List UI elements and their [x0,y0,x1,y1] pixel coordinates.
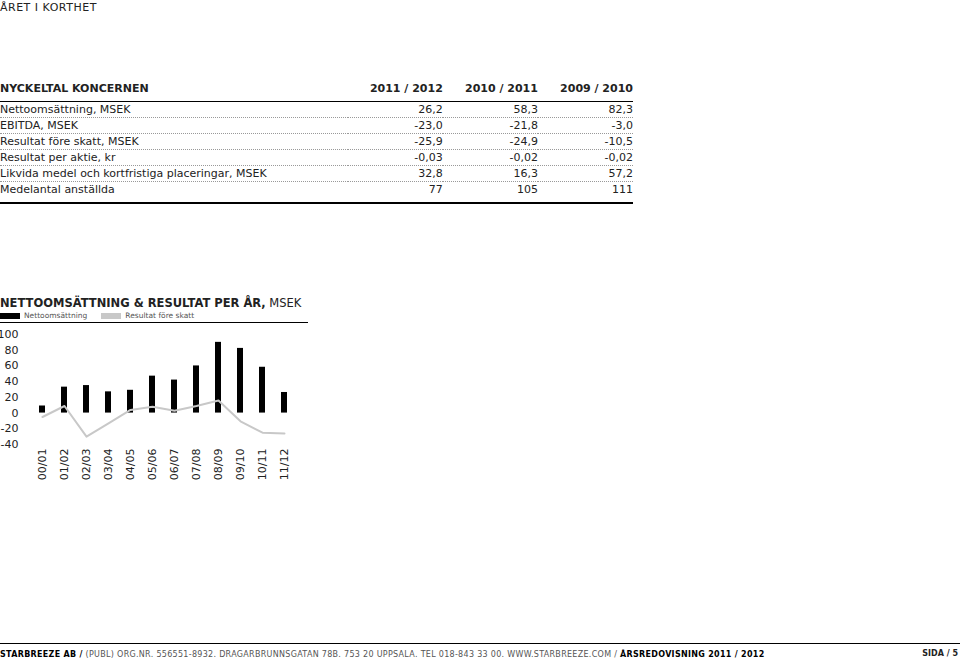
html-text:111: 111 [612,183,633,196]
html-text:-23,0: -23,0 [414,119,443,132]
html-text:26,2: 26,2 [418,103,443,116]
svg-text:09/10: 09/10 [234,449,247,481]
html-text:16,3: 16,3 [513,167,538,180]
svg-text:-20: -20 [1,422,19,435]
html-text:-24,9: -24,9 [509,135,538,148]
html-text:57,2: 57,2 [608,167,633,180]
svg-text:80: 80 [5,344,19,357]
html-text:Nettoomsättning: Nettoomsättning [24,311,88,320]
html-text:Resultat per aktie, kr: Resultat per aktie, kr [0,151,116,164]
svg-text:05/06: 05/06 [146,449,159,481]
html-text:Medelantal anställda: Medelantal anställda [0,183,115,196]
html-text:NETTOOMSÄTTNING & RESULTAT PER: NETTOOMSÄTTNING & RESULTAT PER ÅR, MSEK [0,296,302,310]
html-text:-21,8: -21,8 [509,119,538,132]
html-text:Resultat före skatt, MSEK: Resultat före skatt, MSEK [0,135,139,148]
svg-text:03/04: 03/04 [102,449,115,481]
html-text:SIDA / 5: SIDA / 5 [922,649,958,658]
html-text:58,3: 58,3 [513,103,538,116]
svg-text:100: 100 [0,328,19,341]
html-text:-10,5: -10,5 [604,135,633,148]
svg-text:00/01: 00/01 [36,449,49,481]
html-text:EBITDA, MSEK: EBITDA, MSEK [0,119,78,132]
svg-text:01/02: 01/02 [58,449,71,481]
html-text:2009 / 2010: 2009 / 2010 [560,82,633,95]
html-text:2010 / 2011: 2010 / 2011 [465,82,538,95]
html-text:-25,9: -25,9 [414,135,443,148]
svg-text:02/03: 02/03 [80,449,93,481]
html-text:NYCKELTAL KONCERNEN: NYCKELTAL KONCERNEN [0,82,149,95]
html-text:77: 77 [428,183,443,196]
html-text:-3,0: -3,0 [611,119,633,132]
svg-text:06/07: 06/07 [168,449,181,481]
html-text:2011 / 2012: 2011 / 2012 [369,82,443,95]
html-text:-0,03: -0,03 [414,151,443,164]
svg-text:-40: -40 [1,438,19,451]
html-text:82,3: 82,3 [608,103,633,116]
svg-text:07/08: 07/08 [190,449,203,481]
svg-text:40: 40 [5,375,19,388]
html-text:Likvida medel och kortfristiga: Likvida medel och kortfristiga placering… [0,167,267,180]
html-text:105: 105 [516,183,538,196]
html-text:ÅRET I KORTHET: ÅRET I KORTHET [0,1,97,14]
svg-text:10/11: 10/11 [256,449,269,481]
svg-text:0: 0 [12,407,19,420]
html-text:Nettoomsättning, MSEK: Nettoomsättning, MSEK [0,103,131,116]
svg-text:08/09: 08/09 [212,449,225,481]
svg-text:04/05: 04/05 [124,449,137,481]
html-text:-0,02: -0,02 [604,151,633,164]
html-text:32,8: 32,8 [418,167,443,180]
html-text:-0,02: -0,02 [509,151,538,164]
svg-text:60: 60 [5,359,19,372]
html-text:Resultat före skatt: Resultat före skatt [125,311,195,320]
html-text:STARBREEZE AB / (PUBL) ORG.NR.: STARBREEZE AB / (PUBL) ORG.NR. 556551-89… [0,650,765,659]
svg-text:20: 20 [5,391,19,404]
svg-text:11/12: 11/12 [278,449,291,481]
